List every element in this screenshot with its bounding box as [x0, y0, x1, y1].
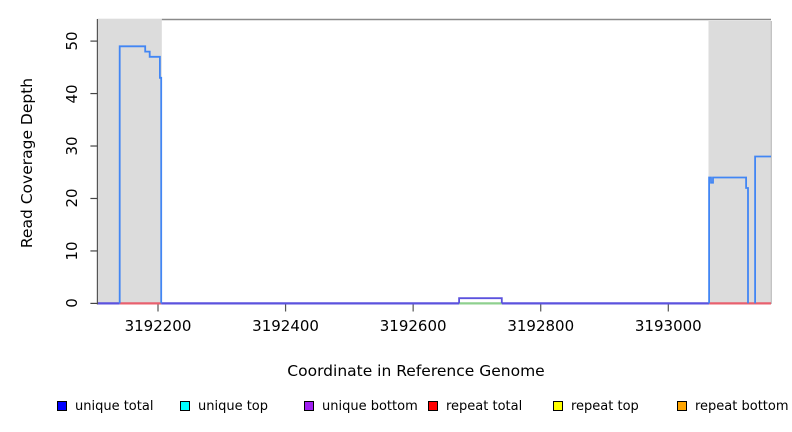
x-tick-label: 3192400: [252, 317, 319, 335]
coverage-trace: [458, 297, 503, 304]
legend-item: repeat total: [428, 396, 522, 416]
legend-item: repeat bottom: [677, 396, 789, 416]
legend-swatch-icon: [428, 401, 438, 411]
legend-swatch-icon: [57, 401, 67, 411]
legend: unique total unique top unique bottom repea…: [0, 396, 792, 420]
y-tick-label: 0: [63, 298, 81, 309]
legend-swatch-icon: [180, 401, 190, 411]
y-tick-label: 20: [63, 188, 81, 209]
x-axis-title: Coordinate in Reference Genome: [287, 362, 545, 380]
legend-item: unique top: [180, 396, 268, 416]
legend-label: unique bottom: [322, 398, 418, 414]
y-tick-label: 10: [63, 241, 81, 261]
x-tick-label: 3192600: [379, 317, 447, 335]
x-tick-label: 3193000: [634, 317, 702, 335]
legend-label: unique total: [75, 398, 154, 414]
legend-item: repeat top: [553, 396, 639, 416]
coverage-trace: [118, 45, 163, 304]
legend-label: repeat top: [571, 398, 639, 414]
legend-label: unique top: [198, 398, 269, 414]
y-axis-title: Read Coverage Depth: [18, 77, 36, 249]
legend-swatch-icon: [304, 401, 314, 411]
repeat-region-shading: [708, 21, 771, 305]
coverage-trace: [708, 176, 749, 304]
coverage-plot-canvas: [90, 18, 772, 312]
x-tick-label: 3192200: [124, 317, 192, 335]
repeat-region-shading: [97, 18, 162, 305]
legend-swatch-icon: [677, 401, 687, 411]
legend-label: repeat total: [446, 398, 523, 414]
y-tick-label: 30: [63, 136, 81, 156]
legend-item: unique total: [57, 396, 153, 416]
x-tick-label: 3192800: [507, 317, 575, 335]
y-tick-label: 50: [63, 31, 81, 51]
y-tick-label: 40: [63, 84, 81, 104]
legend-item: unique bottom: [304, 396, 418, 416]
legend-swatch-icon: [553, 401, 563, 411]
coverage-trace: [754, 155, 771, 304]
legend-label: repeat bottom: [695, 398, 789, 414]
